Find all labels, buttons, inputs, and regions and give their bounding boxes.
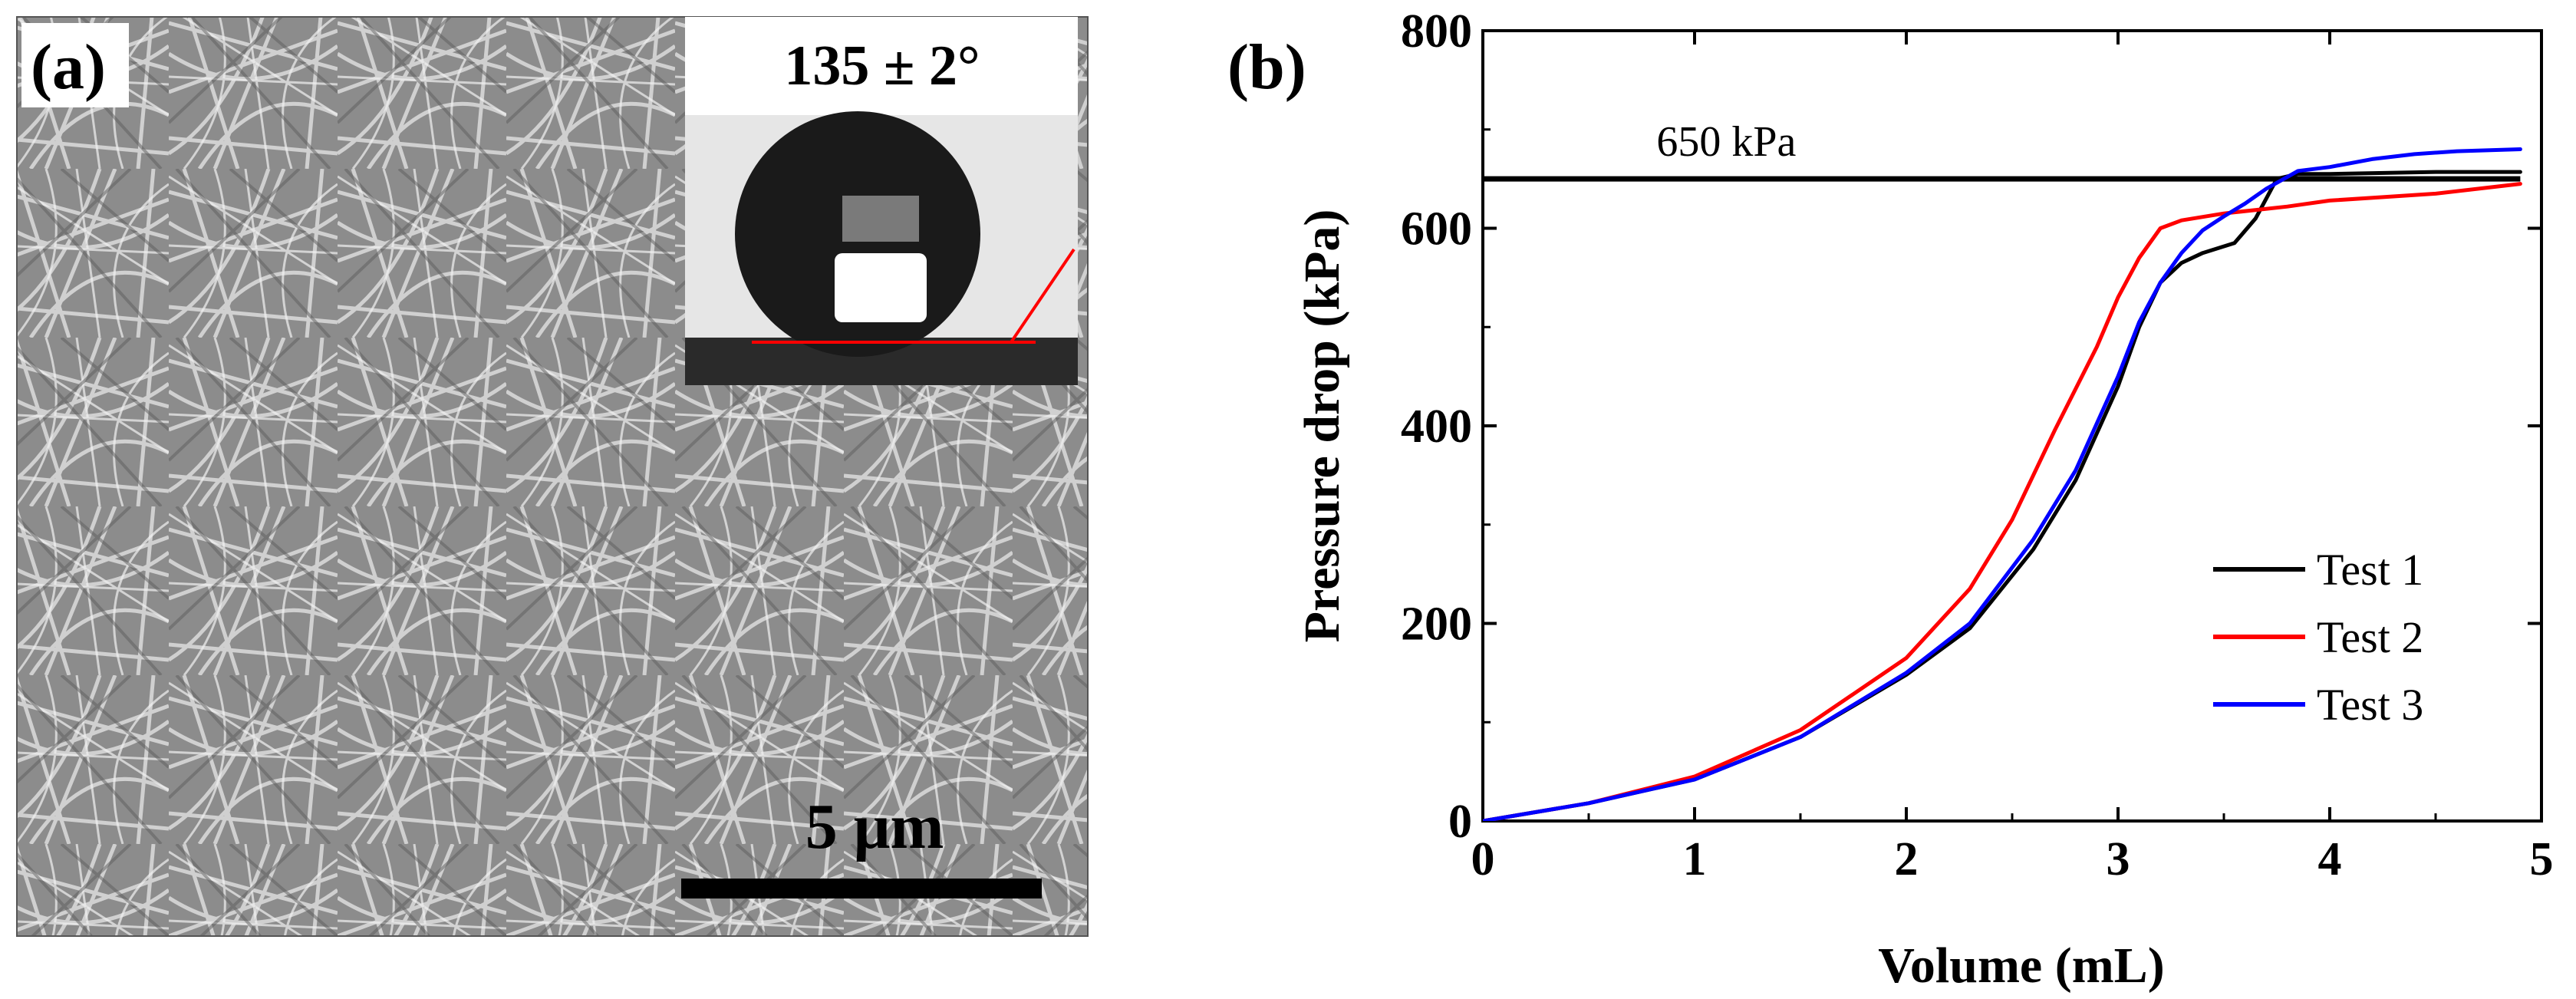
series-group xyxy=(1483,147,2522,821)
droplet-reflection xyxy=(842,196,919,242)
panel-a: (a) 135 ± 2° 5 μm xyxy=(16,16,1089,937)
legend-label-3: Test 3 xyxy=(2317,680,2423,730)
y-axis: 0 200 400 600 800 xyxy=(1401,5,2541,848)
scale-bar-line xyxy=(681,879,1042,898)
contact-angle-label: 135 ± 2° xyxy=(784,35,980,97)
series-line-3 xyxy=(1483,147,2522,821)
series-line-2 xyxy=(1483,182,2522,821)
sem-frame xyxy=(16,16,1089,937)
legend-label-1: Test 1 xyxy=(2317,545,2423,595)
legend: Test 1 Test 2 Test 3 xyxy=(2213,545,2423,730)
scale-bar: 5 μm xyxy=(681,791,1042,898)
x-tick-label: 5 xyxy=(2530,833,2554,885)
x-axis-title: Volume (mL) xyxy=(1878,938,2164,994)
panel-a-label: (a) xyxy=(31,31,106,103)
tangent-line xyxy=(1010,248,1076,344)
reference-line-group: 650 kPa xyxy=(1483,118,2521,182)
x-tick-label: 3 xyxy=(2107,833,2130,885)
y-tick-label: 400 xyxy=(1401,401,1472,453)
y-tick-label: 600 xyxy=(1401,203,1472,256)
x-tick-label: 2 xyxy=(1895,833,1919,885)
droplet-highlight xyxy=(835,253,927,322)
panel-a-label-bg xyxy=(21,23,129,107)
panel-b-label: (b) xyxy=(1227,31,1306,103)
y-axis-title: Pressure drop (kPa) xyxy=(1294,209,1350,643)
x-tick-label: 0 xyxy=(1471,833,1495,885)
scale-bar-label: 5 μm xyxy=(805,791,944,862)
x-tick-label: 1 xyxy=(1683,833,1707,885)
y-tick-label: 800 xyxy=(1401,5,1472,58)
legend-label-2: Test 2 xyxy=(2317,612,2423,662)
y-tick-label: 200 xyxy=(1401,598,1472,651)
contact-angle-inset: 135 ± 2° xyxy=(685,17,1078,385)
x-tick-label: 4 xyxy=(2318,833,2342,885)
y-tick-label: 0 xyxy=(1448,796,1472,848)
reference-line-label: 650 kPa xyxy=(1656,118,1796,166)
x-axis: 0 1 2 3 4 5 xyxy=(1471,31,2554,885)
